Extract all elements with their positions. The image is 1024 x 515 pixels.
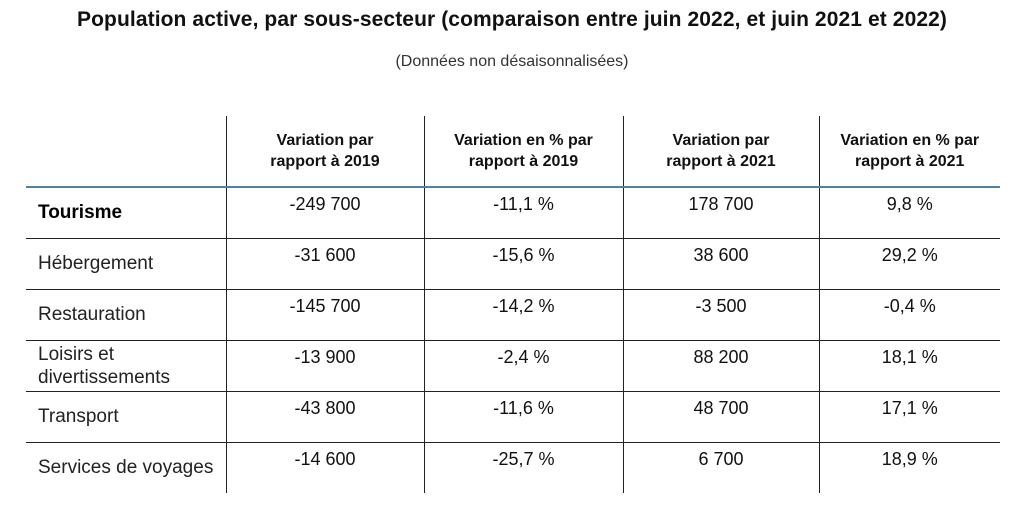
- table-cell: -13 900: [225, 340, 424, 392]
- page-subtitle: (Données non désaisonnalisées): [395, 53, 629, 70]
- table-cell: 6 700: [622, 442, 819, 493]
- row-label: Loisirs et divertissements: [26, 340, 226, 392]
- table-cell: 18,1 %: [818, 340, 1000, 392]
- table-cell: 17,1 %: [818, 391, 1000, 443]
- row-label: Restauration: [26, 289, 226, 341]
- header-corner: [26, 116, 226, 188]
- table-cell: -31 600: [225, 238, 424, 290]
- table-cell: -15,6 %: [423, 238, 623, 290]
- table-cell: -249 700: [225, 187, 424, 239]
- table-row: Loisirs et divertissements -13 900 -2,4 …: [26, 340, 1000, 392]
- row-label: Services de voyages: [38, 457, 214, 479]
- table-row: Transport -43 800 -11,6 % 48 700 17,1 %: [26, 391, 1000, 443]
- page-title: Population active, par sous-secteur (com…: [77, 8, 947, 31]
- table-cell: -11,6 %: [423, 391, 623, 443]
- column-header: Variation par rapport à 2019: [225, 116, 424, 188]
- table-cell: 48 700: [622, 391, 819, 443]
- table-cell: 18,9 %: [818, 442, 1000, 493]
- table-cell: -145 700: [225, 289, 424, 341]
- row-label: Tourisme: [26, 187, 226, 239]
- table-row: Hébergement -31 600 -15,6 % 38 600 29,2 …: [26, 238, 1000, 290]
- table-row: Services de voyages -14 600 -25,7 % 6 70…: [26, 442, 1000, 493]
- row-label: Hébergement: [26, 238, 226, 290]
- table-cell: 29,2 %: [818, 238, 1000, 290]
- table-cell: -25,7 %: [423, 442, 623, 493]
- table-cell: -2,4 %: [423, 340, 623, 392]
- table-cell: 178 700: [622, 187, 819, 239]
- column-header: Variation en % par rapport à 2019: [423, 116, 623, 188]
- header-row: Variation par rapport à 2019 Variation e…: [26, 116, 1000, 188]
- table-cell: -3 500: [622, 289, 819, 341]
- table-cell: 38 600: [622, 238, 819, 290]
- column-header: Variation en % par rapport à 2021: [818, 116, 1000, 188]
- table-cell: -14 600: [225, 442, 424, 493]
- table-row: Restauration -145 700 -14,2 % -3 500 -0,…: [26, 289, 1000, 341]
- row-label: Transport: [26, 391, 226, 443]
- data-table: Variation par rapport à 2019 Variation e…: [26, 116, 1000, 493]
- table-cell: -14,2 %: [423, 289, 623, 341]
- table-cell: -11,1 %: [423, 187, 623, 239]
- table-cell: 88 200: [622, 340, 819, 392]
- table-cell: 9,8 %: [818, 187, 1000, 239]
- table-row: Tourisme -249 700 -11,1 % 178 700 9,8 %: [26, 187, 1000, 239]
- table-cell: -43 800: [225, 391, 424, 443]
- table-cell: -0,4 %: [818, 289, 1000, 341]
- column-header: Variation par rapport à 2021: [622, 116, 819, 188]
